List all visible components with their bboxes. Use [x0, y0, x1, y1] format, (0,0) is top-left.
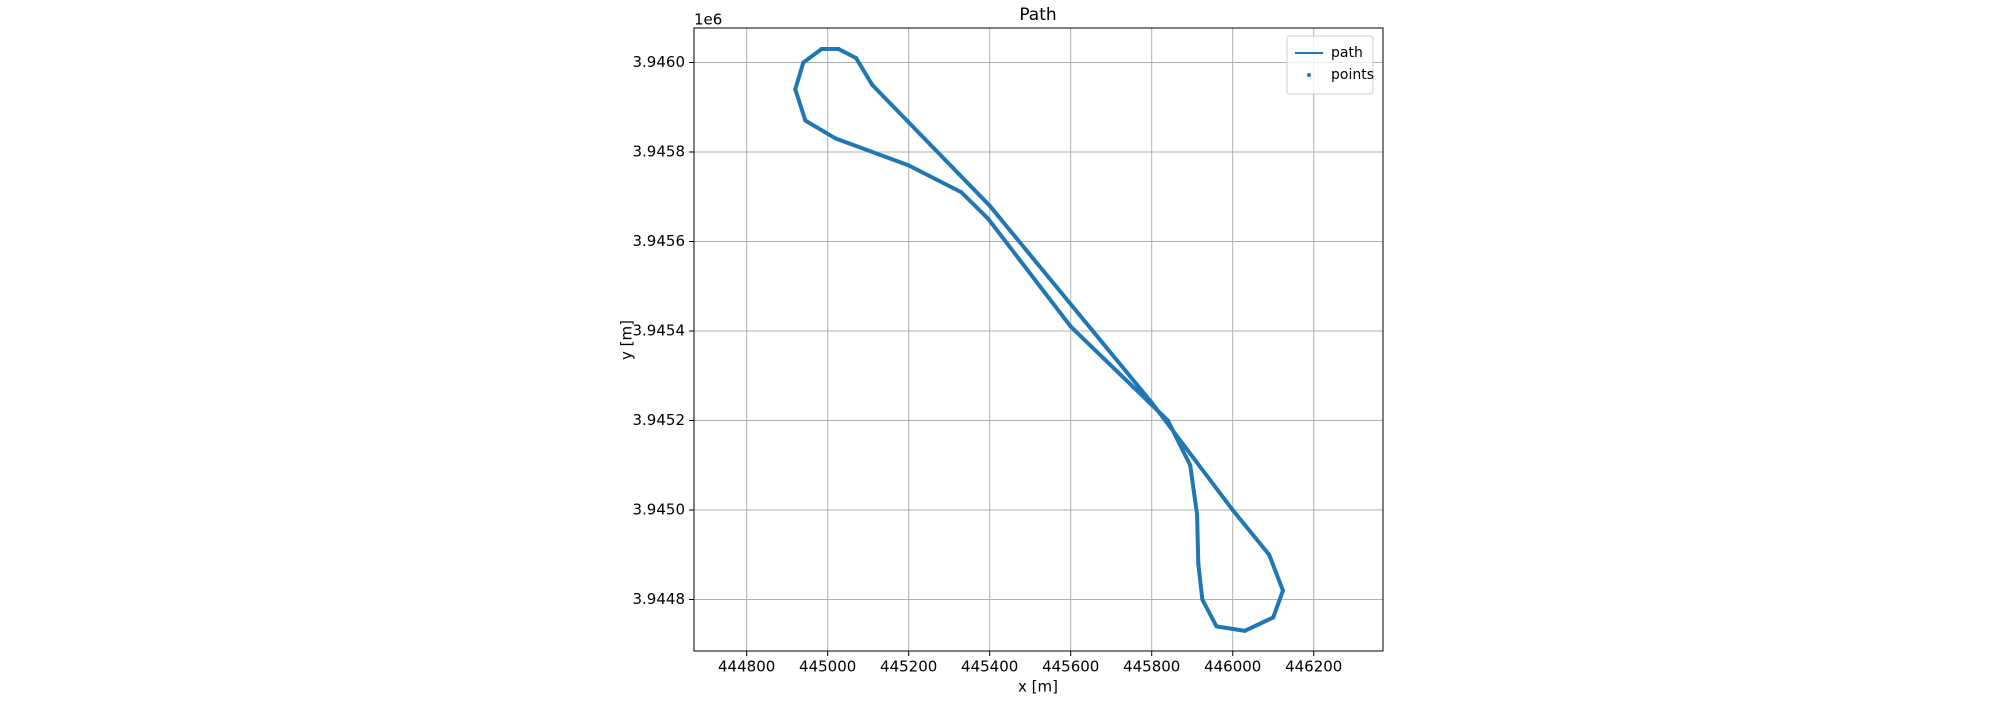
y-axis-label: y [m]	[618, 320, 636, 360]
point	[836, 47, 841, 52]
legend-label: path	[1331, 45, 1363, 61]
y-tick-label: 3.9448	[633, 590, 686, 608]
x-tick-label: 445400	[961, 658, 1018, 676]
y-tick-label: 3.9456	[633, 232, 686, 250]
point	[959, 190, 964, 195]
point	[906, 163, 911, 168]
point	[1195, 512, 1200, 517]
point	[833, 136, 838, 141]
point	[1242, 628, 1247, 633]
point	[801, 60, 806, 65]
point	[1230, 508, 1235, 513]
x-axis-label: x [m]	[1018, 678, 1058, 696]
chart-title: Path	[1019, 5, 1056, 25]
x-tick-label: 445800	[1123, 658, 1180, 676]
point	[870, 82, 875, 87]
point	[1196, 561, 1201, 566]
point	[1068, 324, 1073, 329]
point	[1200, 597, 1205, 602]
axis-offset: 1e6	[694, 11, 722, 29]
x-tick-label: 445000	[799, 658, 856, 676]
legend-box	[1286, 35, 1374, 95]
legend-swatch	[1307, 73, 1311, 77]
point	[1214, 624, 1219, 629]
x-tick-label: 446200	[1285, 658, 1342, 676]
y-tick-label: 3.9460	[633, 53, 686, 71]
point	[986, 217, 991, 222]
point	[1280, 588, 1285, 593]
point	[987, 203, 992, 208]
x-tick-label: 445600	[1042, 658, 1099, 676]
y-tick-label: 3.9454	[633, 321, 686, 339]
path-line	[793, 47, 1285, 633]
plot-frame	[693, 27, 1384, 652]
point	[1267, 552, 1272, 557]
point	[854, 55, 859, 60]
point	[1149, 400, 1154, 405]
point	[1188, 463, 1193, 468]
x-tick-label: 444800	[718, 658, 775, 676]
legend-label: points	[1331, 67, 1374, 83]
point	[1271, 615, 1276, 620]
y-tick-label: 3.9450	[633, 501, 686, 519]
point	[819, 47, 824, 52]
x-tick-label: 445200	[880, 658, 937, 676]
point	[1165, 418, 1170, 423]
point	[803, 118, 808, 123]
point	[793, 87, 798, 92]
x-tick-label: 446000	[1204, 658, 1261, 676]
y-tick-label: 3.9458	[633, 142, 686, 160]
y-tick-label: 3.9452	[633, 411, 686, 429]
